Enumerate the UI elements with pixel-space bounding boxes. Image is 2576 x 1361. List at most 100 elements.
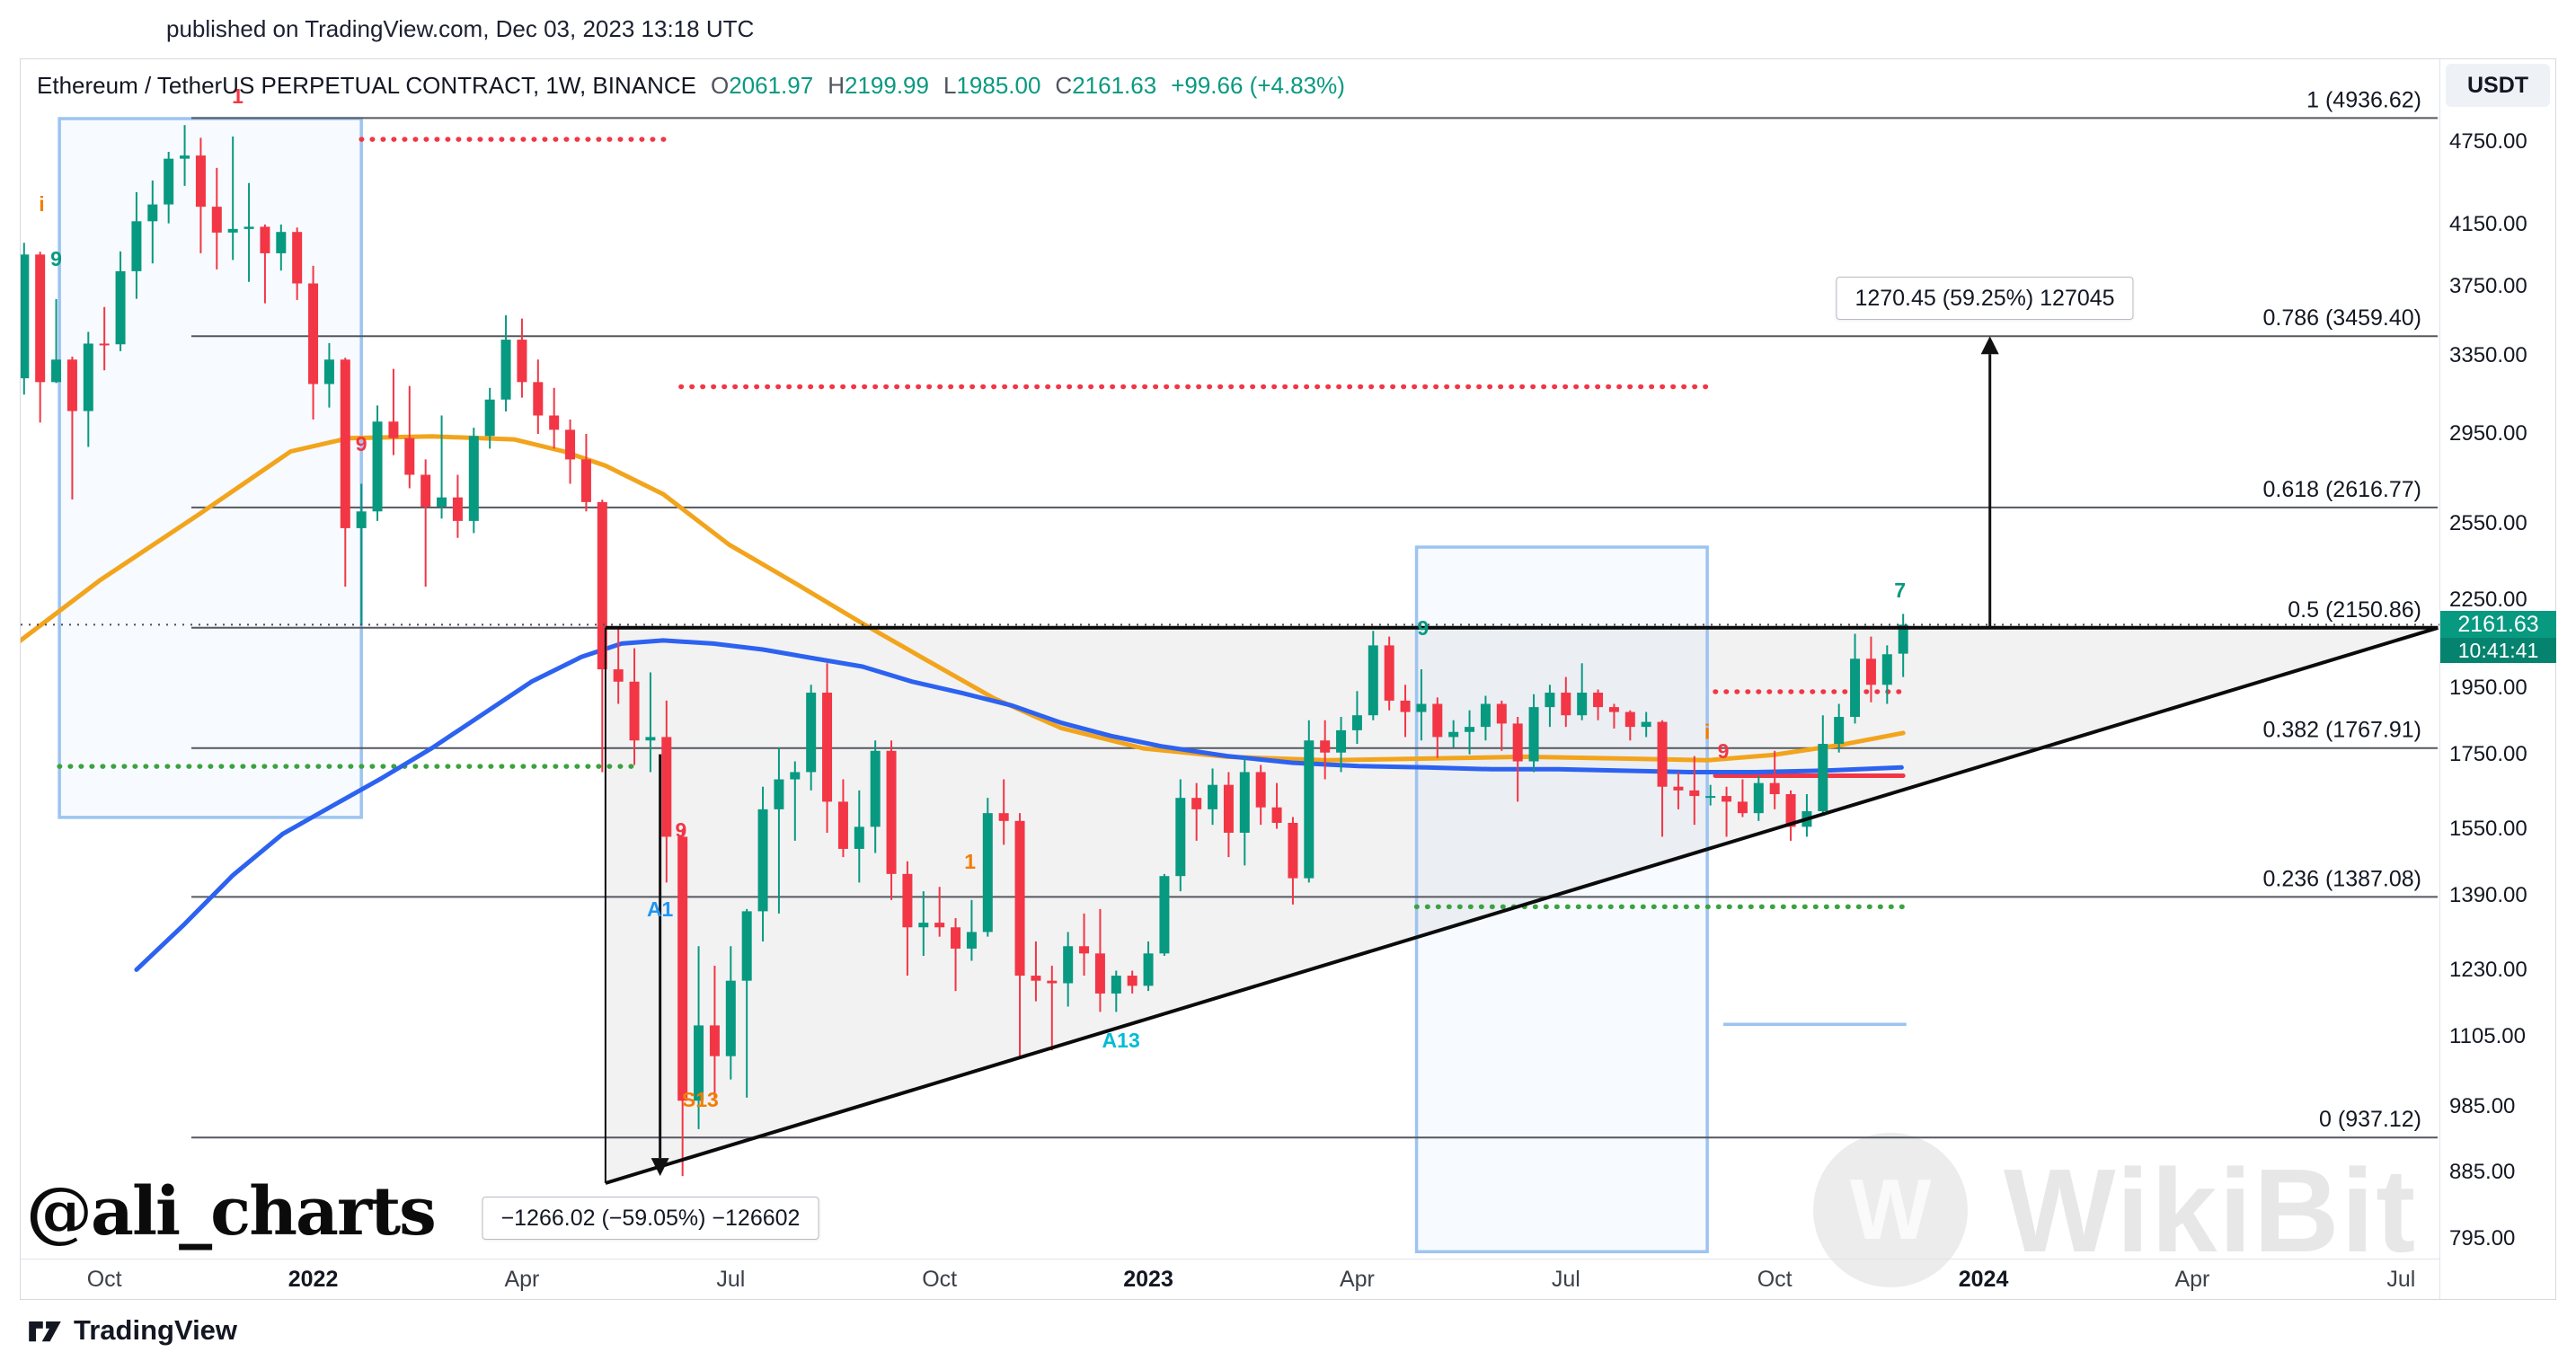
candle-body (484, 399, 495, 437)
candle-body (1737, 801, 1748, 814)
price-chart-canvas[interactable]: 1 (4936.62) 0.786 (3459.40) 0.618 (2616.77… (21, 59, 2439, 1255)
price-tick: 3350.00 (2449, 343, 2527, 368)
candle-body (1577, 693, 1588, 716)
candle-body (452, 497, 463, 521)
ohlc-low: L1985.00 (943, 72, 1041, 99)
candle-body (1063, 946, 1074, 984)
candle-body (66, 359, 77, 411)
candle-body (517, 340, 527, 383)
symbol-legend[interactable]: Ethereum / TetherUS PERPETUAL CONTRACT, … (37, 72, 1345, 100)
candle-body (1047, 980, 1058, 984)
fib-label: 0.382 (1767.91) (2262, 718, 2421, 743)
candle-body (388, 421, 399, 438)
candle-body (308, 283, 319, 384)
sequence-marker: 9 (356, 432, 367, 455)
candle-body (565, 429, 576, 460)
candle-body (211, 207, 222, 233)
candle-body (1657, 721, 1668, 787)
price-tick: 1390.00 (2449, 882, 2527, 907)
candle-body (1175, 798, 1186, 877)
time-axis[interactable]: Oct 2022 Apr Jul Oct 2023 Apr Jul Oct 2024 Apr Jul (21, 1259, 2439, 1300)
ohlc-high: H2199.99 (828, 72, 929, 99)
last-price-value: 2161.63 (2457, 612, 2539, 638)
chart-panel[interactable]: W WikiBit 1 (4936.62) 0.786 (3459.40) 0.61… (20, 58, 2556, 1300)
candle-body (1351, 715, 1362, 730)
measurement-label-up: 1270.45 (59.25%) 127045 (1836, 277, 2134, 320)
candle-body (147, 204, 158, 222)
author-watermark: @ali_charts (26, 1173, 437, 1251)
price-tick: 1105.00 (2449, 1023, 2526, 1048)
candle-body (1673, 786, 1684, 791)
candle-body (1014, 820, 1025, 977)
candle-body (323, 359, 334, 384)
candle-body (613, 669, 624, 682)
candle-body (966, 932, 977, 949)
candle-body (1191, 798, 1202, 809)
candle-body (1255, 772, 1266, 808)
time-tick: 2023 (1123, 1267, 1173, 1292)
price-tick: 1950.00 (2449, 675, 2527, 700)
time-tick: 2024 (1958, 1267, 2009, 1292)
published-text: published on TradingView.com, Dec 03, 20… (166, 15, 755, 42)
candle-body (597, 501, 607, 670)
candle-body (1593, 693, 1604, 708)
sequence-marker: A1 (647, 897, 674, 921)
candle-body (629, 681, 640, 741)
candle-body (757, 809, 768, 912)
sequence-marker: 9 (1417, 616, 1429, 640)
candle-body (1127, 976, 1138, 986)
candle-body (1432, 703, 1443, 738)
candle-body (645, 737, 656, 741)
price-tick: 2250.00 (2449, 588, 2527, 613)
candle-body (404, 437, 415, 475)
price-tick: 795.00 (2449, 1225, 2516, 1251)
candle-body (661, 737, 672, 837)
bar-countdown: 10:41:41 (2440, 638, 2556, 664)
sequence-marker: 1 (232, 84, 243, 108)
candle-body (806, 693, 817, 773)
candle-body (1208, 784, 1218, 809)
price-tick: 885.00 (2449, 1160, 2516, 1185)
wikibit-logo-icon: W (1813, 1133, 1968, 1287)
candle-body (1624, 711, 1635, 728)
candle-body (1465, 727, 1475, 732)
tradingview-brand[interactable]: TradingView (74, 1314, 238, 1346)
candle-body (372, 421, 383, 512)
candle-body (195, 155, 206, 208)
candle-body (694, 1025, 704, 1101)
candle-body (1368, 645, 1378, 716)
sequence-marker: 9 (1718, 739, 1730, 763)
symbol-title[interactable]: Ethereum / TetherUS PERPETUAL CONTRACT, … (37, 72, 696, 99)
candle-body (1159, 876, 1170, 954)
sequence-marker: 9 (675, 818, 686, 842)
candle-body (243, 226, 254, 229)
triangle-rising-trendline (605, 625, 2439, 1185)
quote-currency-tab[interactable]: USDT (2446, 64, 2550, 107)
time-tick: Oct (922, 1267, 958, 1292)
tradingview-logo-icon[interactable] (27, 1314, 63, 1347)
candle-body (1336, 729, 1347, 753)
fib-label: 0.786 (3459.40) (2262, 305, 2421, 331)
candle-body (21, 254, 30, 379)
price-change: +99.66 (+4.83%) (1171, 72, 1345, 99)
price-tick: 1550.00 (2449, 816, 2527, 841)
fib-label: 1 (4936.62) (2306, 87, 2421, 112)
candle-body (886, 750, 897, 874)
candle-body (292, 232, 303, 284)
candle-body (468, 436, 479, 521)
price-tick: 1230.00 (2449, 958, 2527, 983)
candle-body (902, 873, 913, 928)
candle-body (1785, 794, 1796, 827)
fib-label: 0.618 (2616.77) (2262, 477, 2421, 502)
candle-body (1881, 654, 1892, 685)
price-tick: 2550.00 (2449, 510, 2527, 535)
candle-body (437, 497, 447, 508)
ma-yellow-line (21, 434, 1906, 763)
candle-body (1416, 703, 1427, 712)
candle-body (854, 826, 864, 849)
measure-arrowhead (651, 1158, 669, 1177)
projection-box (1414, 545, 1709, 1254)
candle-body (83, 343, 93, 411)
price-tick: 3750.00 (2449, 274, 2527, 299)
price-axis[interactable]: USDT 2161.63 10:41:41 4750.00 4150.00 3750… (2439, 59, 2556, 1299)
